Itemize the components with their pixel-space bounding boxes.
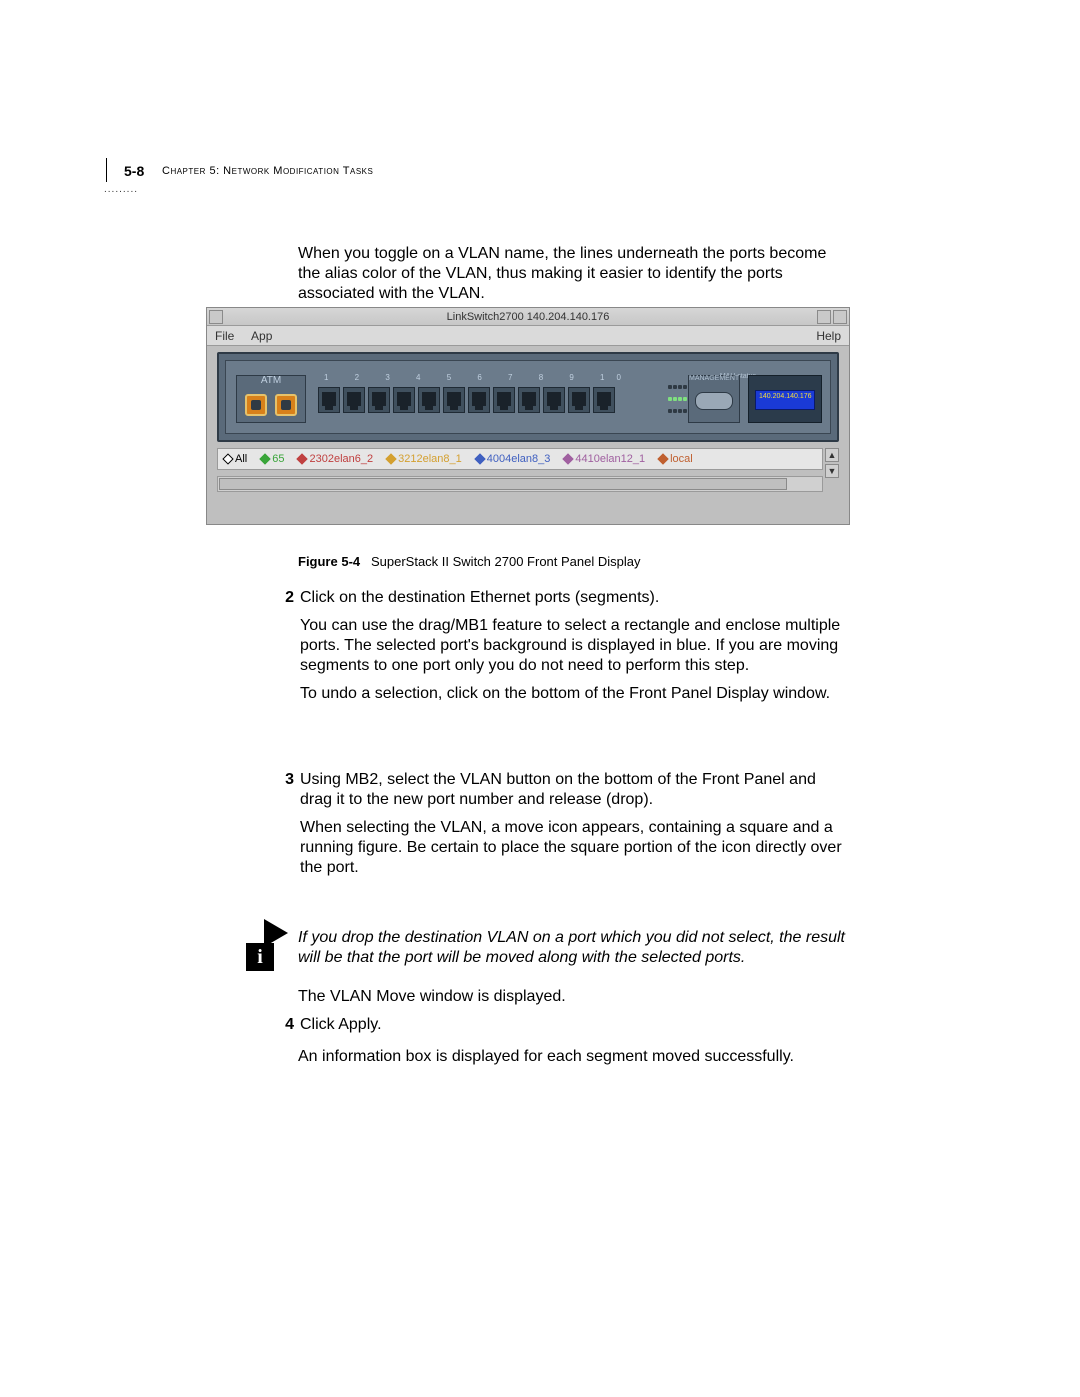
step-4-line: Click Apply. bbox=[300, 1015, 850, 1035]
lcd-display: 140.204.140.176 bbox=[755, 390, 815, 410]
led bbox=[683, 397, 687, 401]
vlan-toggle-3[interactable]: 3212elan8_1 bbox=[387, 448, 462, 470]
maximize-button[interactable] bbox=[833, 310, 847, 324]
ethernet-port-11[interactable] bbox=[568, 387, 590, 413]
diamond-icon bbox=[222, 453, 233, 464]
atm-port-1[interactable] bbox=[245, 394, 267, 416]
intro-paragraph: When you toggle on a VLAN name, the line… bbox=[298, 244, 846, 304]
diamond-icon bbox=[260, 453, 271, 464]
window-titlebar: LinkSwitch2700 140.204.140.176 bbox=[207, 308, 849, 326]
diamond-icon bbox=[297, 453, 308, 464]
led bbox=[678, 385, 682, 389]
info-box-text: An information box is displayed for each… bbox=[298, 1047, 846, 1067]
vlan-label: 65 bbox=[272, 448, 284, 470]
ethernet-port-2[interactable] bbox=[343, 387, 365, 413]
vlan-label: All bbox=[235, 448, 247, 470]
atm-port-2[interactable] bbox=[275, 394, 297, 416]
vlan-toggle-0[interactable]: All bbox=[224, 448, 247, 470]
led bbox=[678, 409, 682, 413]
horizontal-scrollbar[interactable] bbox=[217, 476, 823, 492]
led bbox=[668, 385, 672, 389]
step-3-para-1: When selecting the VLAN, a move icon app… bbox=[300, 818, 850, 878]
step-4-number: 4 bbox=[280, 1015, 294, 1035]
vlan-label: local bbox=[670, 448, 693, 470]
ethernet-port-7[interactable] bbox=[468, 387, 490, 413]
vlan-toggle-4[interactable]: 4004elan8_3 bbox=[476, 448, 551, 470]
diamond-icon bbox=[385, 453, 396, 464]
menu-file[interactable]: File bbox=[215, 329, 234, 343]
step-2-number: 2 bbox=[280, 588, 294, 608]
vlan-label: 4410elan12_1 bbox=[575, 448, 645, 470]
system-menu-button[interactable] bbox=[209, 310, 223, 324]
management-module: MANAGEMENT bbox=[688, 375, 740, 423]
step-3: 3 Using MB2, select the VLAN button on t… bbox=[280, 770, 850, 878]
serial-port[interactable] bbox=[695, 392, 733, 410]
diamond-icon bbox=[657, 453, 668, 464]
ethernet-port-12[interactable] bbox=[593, 387, 615, 413]
step-3-line: Using MB2, select the VLAN button on the… bbox=[300, 770, 850, 810]
header-dots: ......... bbox=[104, 184, 138, 195]
scrollbar-thumb[interactable] bbox=[219, 478, 787, 490]
ethernet-port-1[interactable] bbox=[318, 387, 340, 413]
led bbox=[683, 409, 687, 413]
step-3-number: 3 bbox=[280, 770, 294, 790]
chapter-title: Chapter 5: Network Modification Tasks bbox=[162, 165, 373, 177]
vlan-move-window-text: The VLAN Move window is displayed. bbox=[298, 987, 846, 1007]
step-2-para-1: You can use the drag/MB1 feature to sele… bbox=[300, 616, 850, 676]
vlan-label: 2302elan6_2 bbox=[309, 448, 373, 470]
ethernet-port-3[interactable] bbox=[368, 387, 390, 413]
front-panel-screenshot: LinkSwitch2700 140.204.140.176 File App … bbox=[206, 307, 850, 525]
figure-text: SuperStack II Switch 2700 Front Panel Di… bbox=[371, 554, 641, 569]
menu-app[interactable]: App bbox=[251, 329, 272, 343]
step-4: 4 Click Apply. bbox=[280, 1015, 850, 1035]
vlan-toggle-2[interactable]: 2302elan6_2 bbox=[298, 448, 373, 470]
step-2-line: Click on the destination Ethernet ports … bbox=[300, 588, 850, 608]
device-inner: ATM 1 2 3 4 5 6 7 8 9 10 11 12 MAU statu… bbox=[225, 360, 831, 434]
vlan-toggle-bar: All 65 2302elan6_2 3212elan8_1 4004elan8_3 44… bbox=[217, 448, 823, 470]
vlan-toggle-6[interactable]: local bbox=[659, 448, 693, 470]
led bbox=[668, 397, 672, 401]
step-2-para-2: To undo a selection, click on the bottom… bbox=[300, 684, 850, 704]
management-label: MANAGEMENT bbox=[689, 375, 739, 382]
led bbox=[673, 385, 677, 389]
display-module: 140.204.140.176 bbox=[748, 375, 822, 423]
vlan-scroll-buttons: ▲ ▼ bbox=[825, 448, 839, 492]
diamond-icon bbox=[474, 453, 485, 464]
device-panel: ATM 1 2 3 4 5 6 7 8 9 10 11 12 MAU statu… bbox=[217, 352, 839, 442]
atm-module: ATM bbox=[236, 375, 306, 423]
scroll-up-button[interactable]: ▲ bbox=[825, 448, 839, 462]
step-2: 2 Click on the destination Ethernet port… bbox=[280, 588, 850, 704]
menu-help[interactable]: Help bbox=[816, 329, 841, 343]
led bbox=[673, 409, 677, 413]
ethernet-port-5[interactable] bbox=[418, 387, 440, 413]
port-numbers: 1 2 3 4 5 6 7 8 9 10 11 12 bbox=[318, 373, 638, 382]
info-note: If you drop the destination VLAN on a po… bbox=[298, 928, 848, 968]
led bbox=[673, 397, 677, 401]
minimize-button[interactable] bbox=[817, 310, 831, 324]
ethernet-port-4[interactable] bbox=[393, 387, 415, 413]
scroll-down-button[interactable]: ▼ bbox=[825, 464, 839, 478]
led bbox=[678, 397, 682, 401]
led bbox=[668, 409, 672, 413]
page-number: 5-8 bbox=[124, 163, 144, 179]
menu-bar: File App Help bbox=[207, 326, 849, 346]
ethernet-port-8[interactable] bbox=[493, 387, 515, 413]
info-icon: i bbox=[246, 943, 274, 971]
vlan-label: 4004elan8_3 bbox=[487, 448, 551, 470]
vlan-toggle-1[interactable]: 65 bbox=[261, 448, 284, 470]
ethernet-port-9[interactable] bbox=[518, 387, 540, 413]
figure-caption: Figure 5-4 SuperStack II Switch 2700 Fro… bbox=[298, 554, 846, 569]
ethernet-port-row: 1 2 3 4 5 6 7 8 9 10 11 12 bbox=[318, 381, 638, 423]
ethernet-port-10[interactable] bbox=[543, 387, 565, 413]
diamond-icon bbox=[563, 453, 574, 464]
led bbox=[683, 385, 687, 389]
atm-label: ATM bbox=[237, 375, 305, 386]
lcd-text: 140.204.140.176 bbox=[759, 393, 812, 400]
ethernet-port-6[interactable] bbox=[443, 387, 465, 413]
window-title: LinkSwitch2700 140.204.140.176 bbox=[447, 311, 610, 323]
header-rule bbox=[106, 158, 116, 182]
vlan-label: 3212elan8_1 bbox=[398, 448, 462, 470]
vlan-toggle-5[interactable]: 4410elan12_1 bbox=[564, 448, 645, 470]
figure-label: Figure 5-4 bbox=[298, 554, 360, 569]
